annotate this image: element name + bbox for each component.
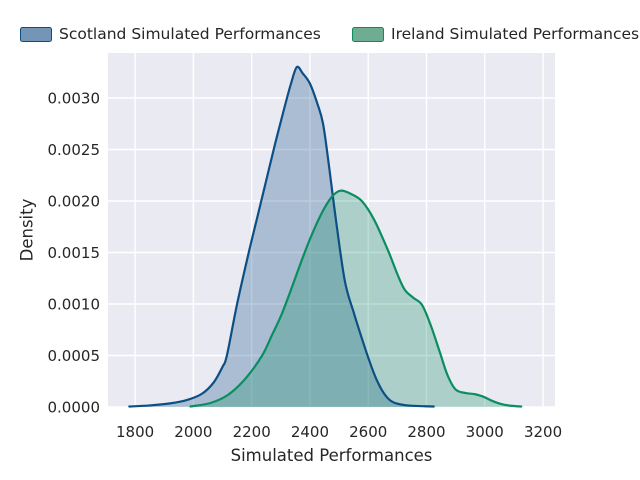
y-tick-label: 0.0030 — [48, 90, 101, 108]
x-tick-label: 2400 — [291, 423, 329, 441]
ireland-legend-label: Ireland Simulated Performances — [391, 25, 640, 43]
legend-item-scotland: Scotland Simulated Performances — [20, 25, 321, 43]
x-tick-label: 1800 — [116, 423, 154, 441]
scotland-legend-label: Scotland Simulated Performances — [59, 25, 321, 43]
x-tick-label: 2800 — [407, 423, 445, 441]
x-tick-label: 2200 — [233, 423, 271, 441]
legend: Scotland Simulated Performances Ireland … — [0, 0, 640, 50]
scotland-density-fill — [129, 66, 434, 407]
ireland-density-fill — [190, 190, 522, 407]
legend-item-ireland: Ireland Simulated Performances — [352, 25, 639, 43]
scotland-legend-swatch-icon — [20, 26, 52, 42]
x-axis-label: Simulated Performances — [230, 446, 433, 465]
x-tick-label: 3200 — [524, 423, 562, 441]
x-tick-label: 2600 — [349, 423, 387, 441]
x-tick-label: 2000 — [174, 423, 212, 441]
scotland-density-curve — [128, 65, 435, 408]
x-tick-label: 3000 — [466, 423, 504, 441]
y-tick-label: 0.0000 — [48, 399, 101, 417]
plot-area-background — [108, 53, 555, 407]
y-tick-label: 0.0025 — [48, 141, 101, 159]
y-tick-label: 0.0005 — [48, 347, 101, 365]
y-tick-label: 0.0020 — [48, 193, 101, 211]
ireland-legend-swatch-icon — [352, 26, 384, 42]
y-tick-label: 0.0010 — [48, 296, 101, 314]
ireland-density-curve — [189, 189, 523, 408]
y-axis-label: Density — [17, 198, 37, 262]
y-tick-label: 0.0015 — [48, 244, 101, 262]
